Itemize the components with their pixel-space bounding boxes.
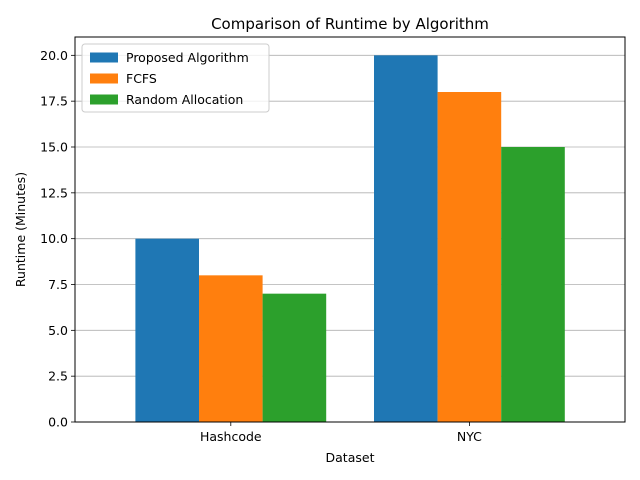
x-axis-ticks: Hashcode NYC [200, 422, 482, 444]
x-axis-label: Dataset [326, 450, 375, 465]
legend-label: Random Allocation [126, 92, 243, 107]
y-tick-label: 5.0 [48, 323, 68, 338]
plot-frame [74, 36, 626, 423]
x-tick-label: Hashcode [200, 429, 262, 444]
y-axis-label: Runtime (Minutes) [13, 172, 28, 287]
legend: Proposed Algorithm FCFS Random Allocation [81, 43, 270, 113]
y-tick-label: 20.0 [40, 48, 68, 63]
bar-fcfs-nyc [437, 92, 502, 422]
legend-box [81, 43, 270, 113]
y-tick-label: 0.0 [48, 415, 68, 430]
legend-swatch [90, 94, 118, 105]
y-tick-label: 15.0 [40, 140, 68, 155]
y-tick-label: 12.5 [40, 185, 68, 200]
bar-fcfs-hashcode [199, 275, 263, 422]
legend-swatch [90, 52, 118, 63]
x-tick-label: NYC [457, 429, 482, 444]
legend-swatch [90, 73, 118, 84]
bars [135, 55, 565, 422]
y-tick-label: 10.0 [40, 231, 68, 246]
y-tick-label: 7.5 [48, 277, 68, 292]
bar-proposed-algorithm-hashcode [135, 238, 199, 422]
bar-proposed-algorithm-nyc [374, 55, 438, 422]
bar-random-allocation-hashcode [262, 293, 327, 422]
y-axis-ticks: 0.0 2.5 5.0 7.5 10.0 12.5 15.0 17.5 20.0 [40, 48, 75, 430]
chart-title: Comparison of Runtime by Algorithm [211, 15, 489, 33]
y-tick-label: 2.5 [48, 369, 68, 384]
y-tick-label: 17.5 [40, 94, 68, 109]
legend-label: FCFS [126, 71, 157, 86]
legend-label: Proposed Algorithm [126, 50, 249, 65]
bar-random-allocation-nyc [501, 147, 565, 422]
